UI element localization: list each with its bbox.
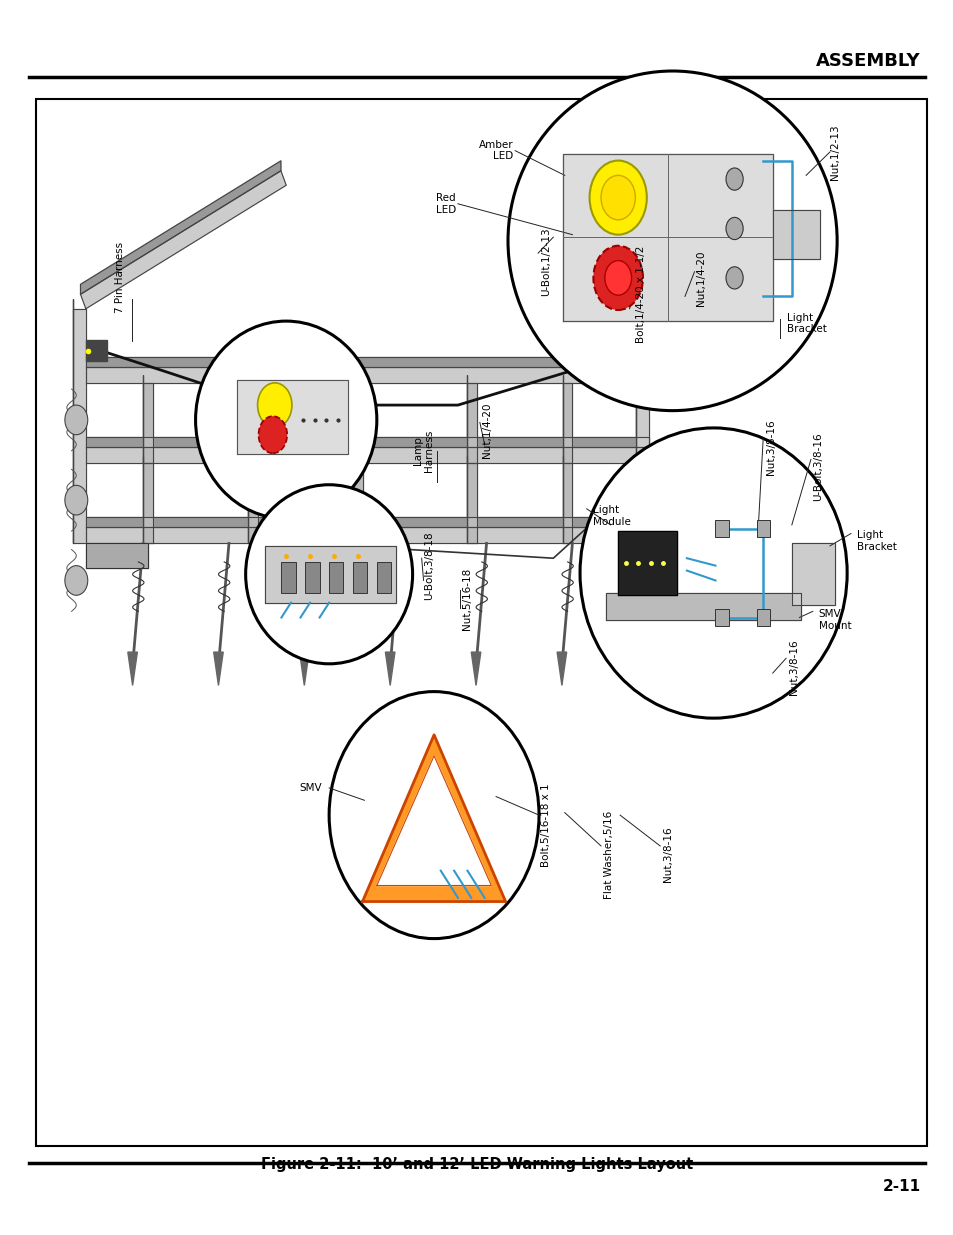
Polygon shape — [236, 380, 348, 454]
Polygon shape — [80, 170, 286, 309]
Polygon shape — [86, 517, 648, 527]
Text: ASSEMBLY: ASSEMBLY — [815, 52, 920, 70]
Polygon shape — [636, 383, 648, 543]
Polygon shape — [605, 593, 801, 620]
Bar — [376, 562, 391, 593]
Polygon shape — [353, 463, 362, 543]
Text: Light
Bracket: Light Bracket — [786, 312, 826, 335]
Ellipse shape — [195, 321, 376, 519]
Text: Nut,1/4-20: Nut,1/4-20 — [696, 251, 705, 305]
Polygon shape — [772, 210, 820, 259]
Polygon shape — [86, 447, 648, 463]
Bar — [36, 99, 926, 1146]
Circle shape — [257, 383, 292, 427]
Polygon shape — [143, 463, 152, 543]
Ellipse shape — [579, 427, 846, 718]
Bar — [715, 609, 728, 626]
Circle shape — [258, 416, 287, 453]
Text: Lamp
Harness: Lamp Harness — [413, 430, 434, 472]
Text: Light
Module: Light Module — [593, 505, 631, 527]
Text: Red
LED: Red LED — [436, 193, 456, 215]
Polygon shape — [791, 543, 834, 605]
Polygon shape — [562, 463, 572, 543]
Polygon shape — [562, 383, 572, 463]
Text: 2-11: 2-11 — [882, 1179, 920, 1194]
Bar — [329, 562, 343, 593]
Polygon shape — [562, 154, 772, 321]
Polygon shape — [467, 383, 476, 463]
Ellipse shape — [329, 692, 538, 939]
Text: Nut,3/8-16: Nut,3/8-16 — [765, 419, 775, 475]
Polygon shape — [73, 309, 86, 543]
Ellipse shape — [246, 484, 412, 664]
Bar — [305, 562, 319, 593]
Polygon shape — [86, 357, 648, 367]
Polygon shape — [213, 652, 223, 685]
Circle shape — [65, 405, 88, 435]
Polygon shape — [385, 652, 395, 685]
Text: Bolt,5/16-18 x 1: Bolt,5/16-18 x 1 — [540, 783, 550, 867]
Polygon shape — [86, 437, 648, 447]
Text: Bolt,1/4-20 x 1-1/2: Bolt,1/4-20 x 1-1/2 — [636, 246, 645, 342]
Circle shape — [589, 161, 646, 235]
Circle shape — [65, 566, 88, 595]
Circle shape — [725, 168, 742, 190]
Bar — [281, 562, 295, 593]
Text: Nut,1/2-13: Nut,1/2-13 — [829, 124, 839, 180]
Polygon shape — [265, 546, 395, 603]
Text: Nut,3/8-16: Nut,3/8-16 — [788, 638, 798, 695]
Polygon shape — [362, 735, 505, 902]
Circle shape — [725, 217, 742, 240]
Text: U-Bolt,1/2-13: U-Bolt,1/2-13 — [540, 227, 550, 296]
Text: Nut,1/4-20: Nut,1/4-20 — [481, 403, 491, 457]
Text: Light
Bracket: Light Bracket — [856, 530, 896, 552]
Text: U-Bolt,3/8-18: U-Bolt,3/8-18 — [424, 531, 434, 600]
Circle shape — [600, 175, 635, 220]
Polygon shape — [471, 652, 480, 685]
Bar — [715, 520, 728, 537]
Polygon shape — [80, 161, 280, 294]
Polygon shape — [143, 383, 152, 463]
Polygon shape — [86, 340, 107, 361]
Polygon shape — [618, 531, 677, 595]
Polygon shape — [86, 543, 148, 568]
Text: Nut,3/8-16: Nut,3/8-16 — [662, 826, 672, 883]
Circle shape — [593, 246, 642, 310]
Polygon shape — [248, 463, 257, 543]
Text: SMV
Mount: SMV Mount — [818, 609, 850, 631]
Polygon shape — [299, 652, 309, 685]
Text: U-Bolt,3/8-16: U-Bolt,3/8-16 — [813, 432, 822, 501]
Text: SMV: SMV — [299, 783, 322, 793]
Polygon shape — [128, 652, 137, 685]
Polygon shape — [467, 463, 476, 543]
Polygon shape — [248, 383, 257, 463]
Bar — [756, 520, 769, 537]
Text: Amber
LED: Amber LED — [478, 140, 513, 162]
Bar — [756, 609, 769, 626]
Text: Figure 2-11:  10’ and 12’ LED Warning Lights Layout: Figure 2-11: 10’ and 12’ LED Warning Lig… — [260, 1157, 693, 1172]
Polygon shape — [376, 756, 491, 885]
Circle shape — [725, 267, 742, 289]
Polygon shape — [648, 469, 686, 506]
Text: Flat Washer,5/16: Flat Washer,5/16 — [603, 810, 613, 899]
Ellipse shape — [507, 70, 837, 410]
Polygon shape — [353, 383, 362, 463]
Polygon shape — [557, 652, 566, 685]
Polygon shape — [86, 367, 648, 383]
Text: 7 Pin Harness: 7 Pin Harness — [115, 242, 125, 314]
Circle shape — [65, 485, 88, 515]
Bar — [353, 562, 367, 593]
Text: Nut,5/16-18: Nut,5/16-18 — [462, 568, 472, 630]
Circle shape — [604, 261, 631, 295]
Polygon shape — [86, 527, 648, 543]
